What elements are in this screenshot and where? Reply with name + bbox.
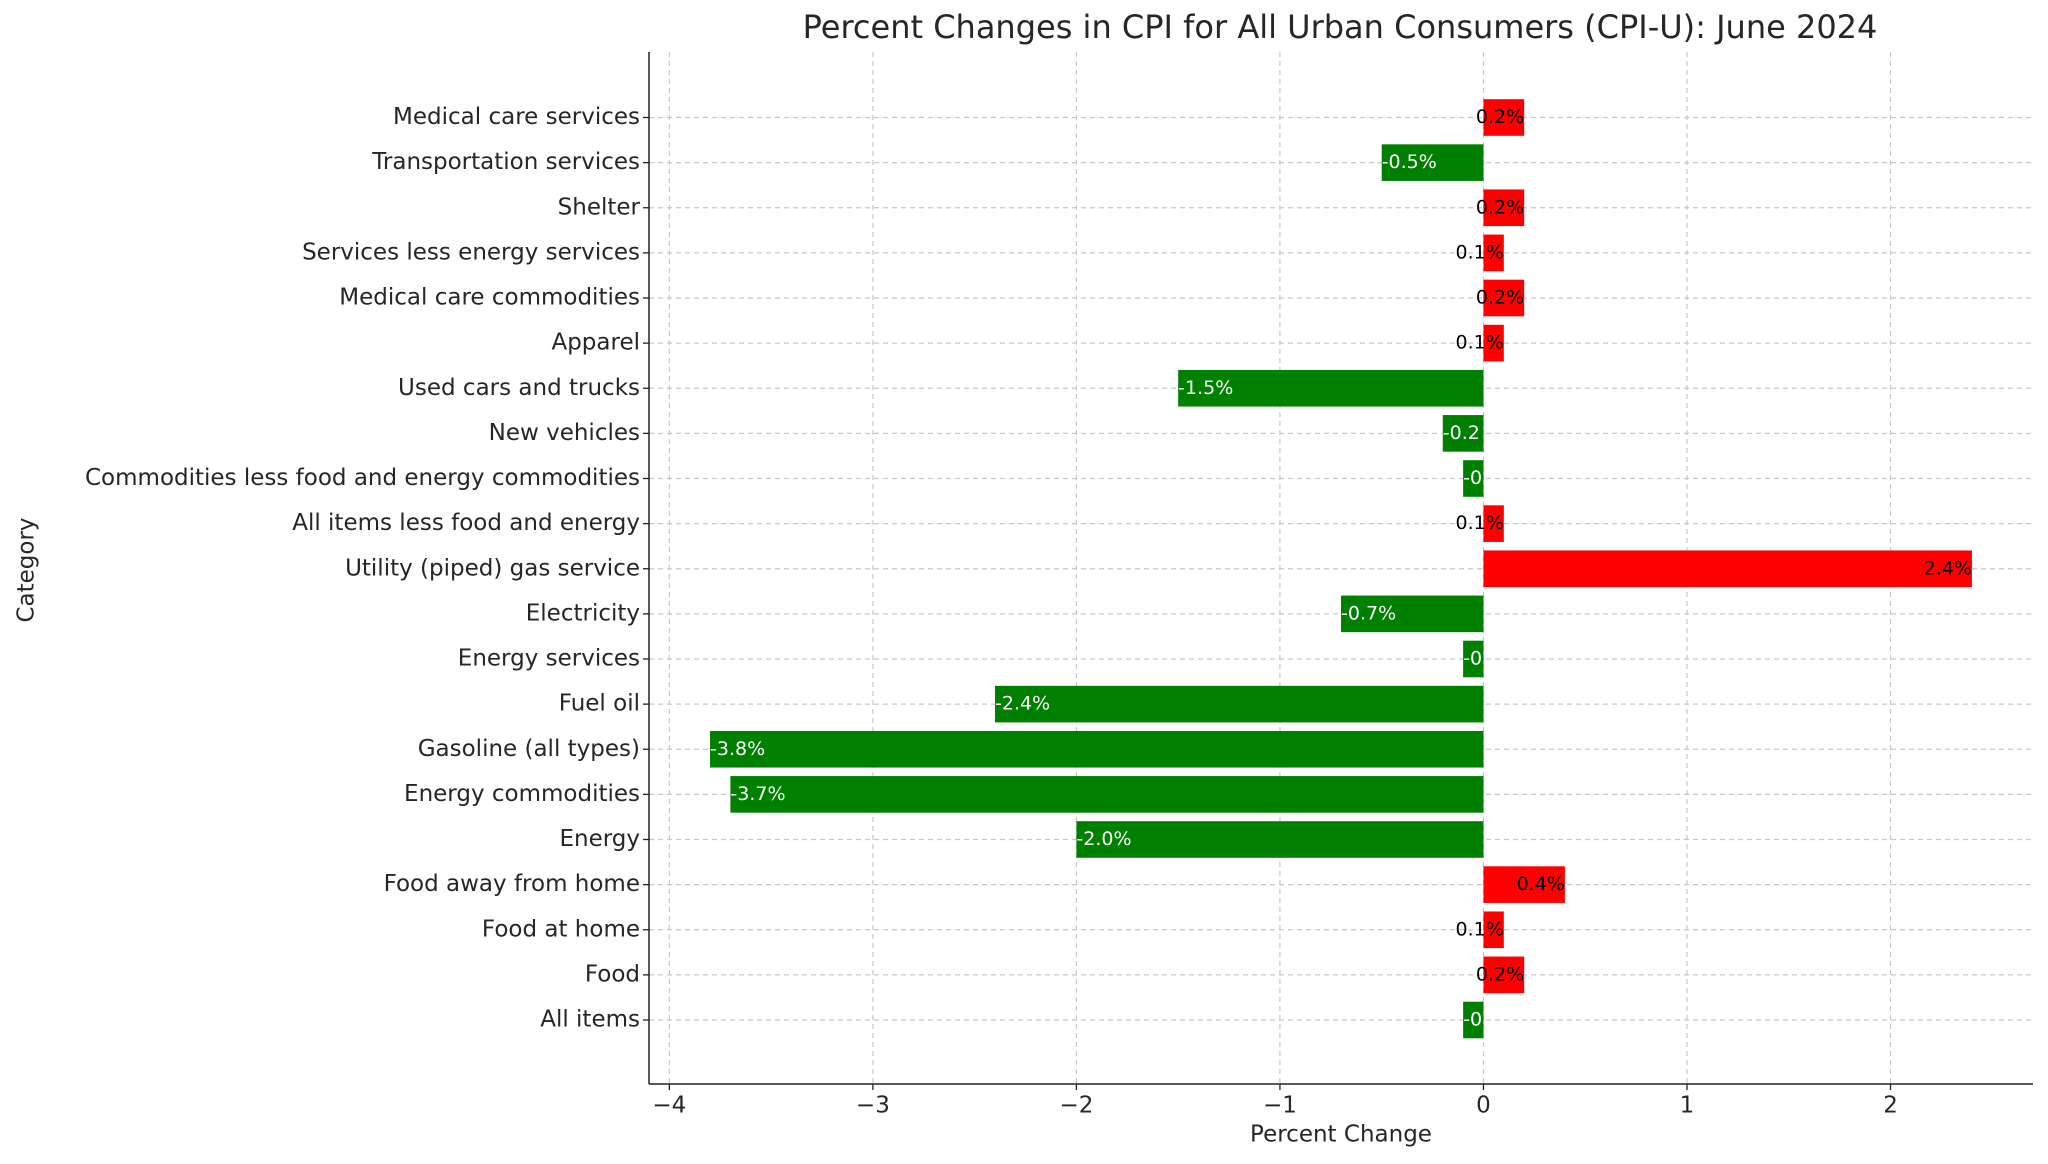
y-tick-label: Food away from home <box>384 871 640 897</box>
y-tick-label: Energy <box>559 826 640 852</box>
x-tick-label: 2 <box>1883 1093 1898 1119</box>
y-tick-label: Commodities less food and energy commodi… <box>85 465 640 491</box>
bar <box>1483 99 1525 136</box>
bar <box>1483 279 1525 317</box>
bar <box>1463 460 1484 497</box>
y-tick-label: All items <box>540 1007 640 1033</box>
value-label: 0.2% <box>1476 963 1524 985</box>
y-tick-label: Shelter <box>558 194 641 220</box>
y-tick-label: Energy services <box>458 646 640 672</box>
x-tick-label: −2 <box>1059 1093 1093 1119</box>
y-tick-label: Medical care services <box>393 104 640 130</box>
value-label: -3.8% <box>710 738 765 760</box>
bar <box>1483 956 1525 994</box>
bar <box>1463 1001 1484 1039</box>
value-label: 0.4% <box>1517 873 1565 895</box>
bar <box>730 776 1484 813</box>
bar <box>1483 189 1525 227</box>
bar <box>710 730 1484 768</box>
y-tick-label: Transportation services <box>371 149 640 175</box>
bar <box>1483 911 1504 949</box>
y-tick-label: Food at home <box>482 916 640 942</box>
bar <box>1483 866 1565 903</box>
value-label: -0.7% <box>1341 602 1396 624</box>
y-tick-label: Energy commodities <box>404 781 640 807</box>
value-label: 0.2% <box>1476 287 1524 309</box>
value-label: -2.0% <box>1076 828 1131 850</box>
value-label: -3.7% <box>730 783 785 805</box>
y-tick-label: Apparel <box>551 330 640 356</box>
bar <box>1442 415 1484 452</box>
x-tick-label: −3 <box>856 1093 890 1119</box>
x-axis-label: Percent Change <box>1250 1122 1432 1148</box>
value-label: -2.4% <box>995 693 1050 715</box>
value-label: 0.1% <box>1456 512 1504 534</box>
value-label: -0 <box>1463 648 1482 670</box>
bar <box>1076 821 1484 858</box>
bar <box>1341 595 1484 633</box>
y-tick-label: Fuel oil <box>559 691 640 717</box>
bar <box>1483 324 1504 362</box>
y-axis-label: Category <box>14 517 40 622</box>
x-tick-label: −1 <box>1263 1093 1297 1119</box>
y-tick-label: Services less energy services <box>302 239 640 265</box>
value-label: 0.1% <box>1456 241 1504 263</box>
y-tick-label: Used cars and trucks <box>398 375 640 401</box>
bar <box>1483 505 1504 542</box>
y-tick-label: Food <box>585 961 640 987</box>
value-label: -0.2 <box>1443 422 1480 444</box>
y-tick-label: Electricity <box>526 600 640 626</box>
value-label: -0 <box>1463 467 1482 489</box>
y-tick-label: Medical care commodities <box>339 285 640 311</box>
bar <box>1483 234 1504 272</box>
bar <box>1178 369 1484 407</box>
value-label: 0.2% <box>1476 196 1524 218</box>
value-label: 2.4% <box>1924 557 1972 579</box>
value-label: -1.5% <box>1178 377 1233 399</box>
value-label: 0.1% <box>1456 918 1504 940</box>
bar <box>1463 640 1484 678</box>
value-label: 0.1% <box>1456 332 1504 354</box>
y-tick-label: All items less food and energy <box>292 510 640 536</box>
y-tick-label: Gasoline (all types) <box>418 736 640 762</box>
y-tick-label: Utility (piped) gas service <box>345 555 640 581</box>
value-label: -0 <box>1463 1009 1482 1031</box>
bar <box>995 685 1484 723</box>
x-tick-label: 0 <box>1476 1093 1491 1119</box>
x-tick-label: −4 <box>652 1093 686 1119</box>
x-tick-label: 1 <box>1680 1093 1695 1119</box>
y-tick-label: New vehicles <box>489 420 640 446</box>
value-label: 0.2% <box>1476 106 1524 128</box>
chart-title: Percent Changes in CPI for All Urban Con… <box>803 8 1878 46</box>
bar <box>1381 144 1484 181</box>
value-label: -0.5% <box>1382 151 1437 173</box>
bar <box>1483 550 1972 588</box>
